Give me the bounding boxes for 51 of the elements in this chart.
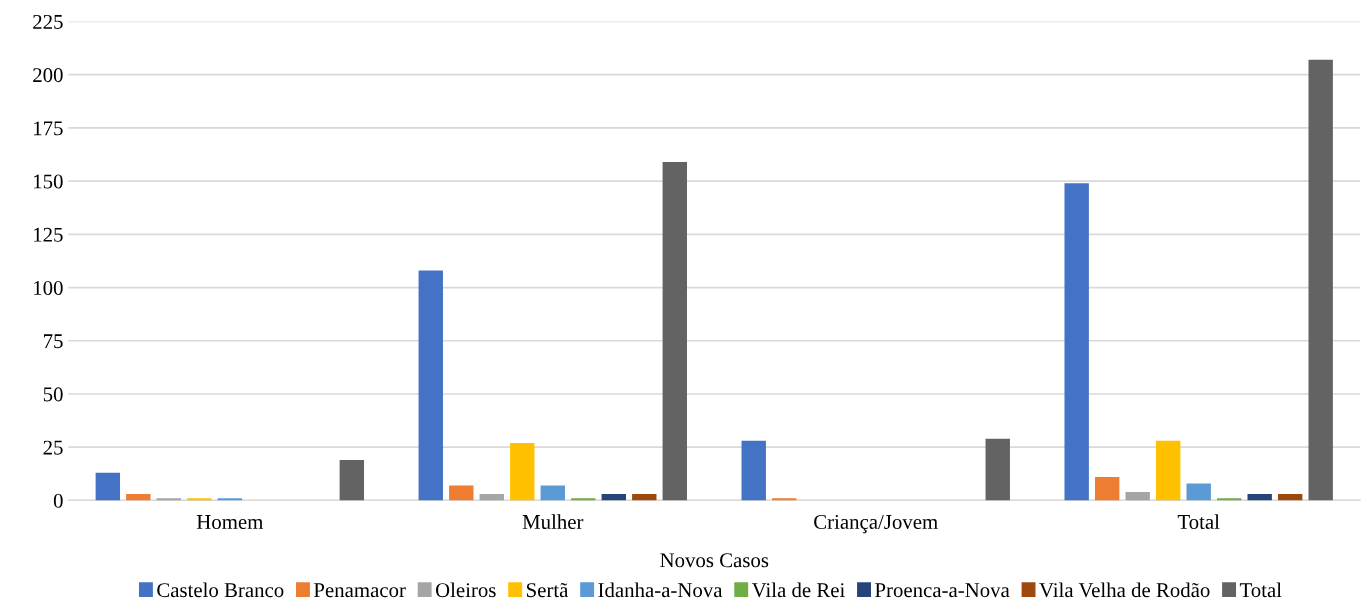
- y-tick-label: 200: [33, 68, 63, 83]
- legend-label: Proenca-a-Nova: [875, 583, 1010, 598]
- x-tick-label: Homem: [196, 515, 264, 529]
- y-tick-label: 25: [43, 440, 63, 455]
- bar: [418, 270, 443, 501]
- bar: [339, 459, 365, 501]
- bar: [1308, 59, 1333, 501]
- legend-label: Castelo Branco: [157, 582, 284, 598]
- bar: [662, 161, 687, 501]
- legend-label: Idanha-a-Nova: [598, 582, 723, 598]
- bar: [510, 442, 535, 501]
- x-axis-title: Novos Casos: [660, 553, 769, 568]
- bar: [1155, 440, 1181, 501]
- bar: [540, 485, 565, 501]
- bar: [571, 498, 596, 501]
- legend-label: Vila Velha de Rodão: [1039, 582, 1210, 598]
- x-tick-label: Mulher: [522, 514, 584, 529]
- bar: [1094, 477, 1120, 501]
- bar: [772, 498, 797, 501]
- bar: [1247, 494, 1272, 501]
- y-tick-label: 125: [34, 227, 63, 242]
- legend-label: Sertã: [526, 582, 569, 598]
- bar: [601, 494, 626, 501]
- bar: [741, 440, 766, 501]
- bar: [1125, 491, 1150, 501]
- y-tick-label: 225: [33, 14, 63, 29]
- legend-label: Vila de Rei: [751, 582, 845, 598]
- bar: [1186, 483, 1211, 501]
- y-tick-label: 0: [53, 493, 63, 508]
- bar: [985, 438, 1010, 501]
- legend-label: Penamacor: [313, 583, 406, 598]
- bar: [217, 498, 243, 501]
- bar: [1277, 494, 1303, 501]
- y-tick-label: 175: [34, 121, 63, 136]
- y-tick-label: 100: [34, 280, 63, 295]
- bar: [126, 494, 151, 501]
- bar: [187, 498, 212, 501]
- y-tick-label: 150: [34, 174, 63, 189]
- x-tick-label: Total: [1177, 514, 1220, 529]
- bar: [1216, 498, 1242, 501]
- legend-label: Oleiros: [435, 582, 496, 598]
- bar: [449, 485, 474, 501]
- bar: [95, 472, 121, 501]
- bar: [632, 494, 657, 501]
- bar: [479, 494, 504, 501]
- y-tick-label: 50: [43, 387, 63, 402]
- bar: [1064, 183, 1089, 501]
- legend-label: Total: [1239, 582, 1282, 598]
- y-tick-label: 75: [44, 334, 63, 349]
- x-tick-label: Criança/Jovem: [814, 514, 938, 534]
- bar: [156, 498, 182, 501]
